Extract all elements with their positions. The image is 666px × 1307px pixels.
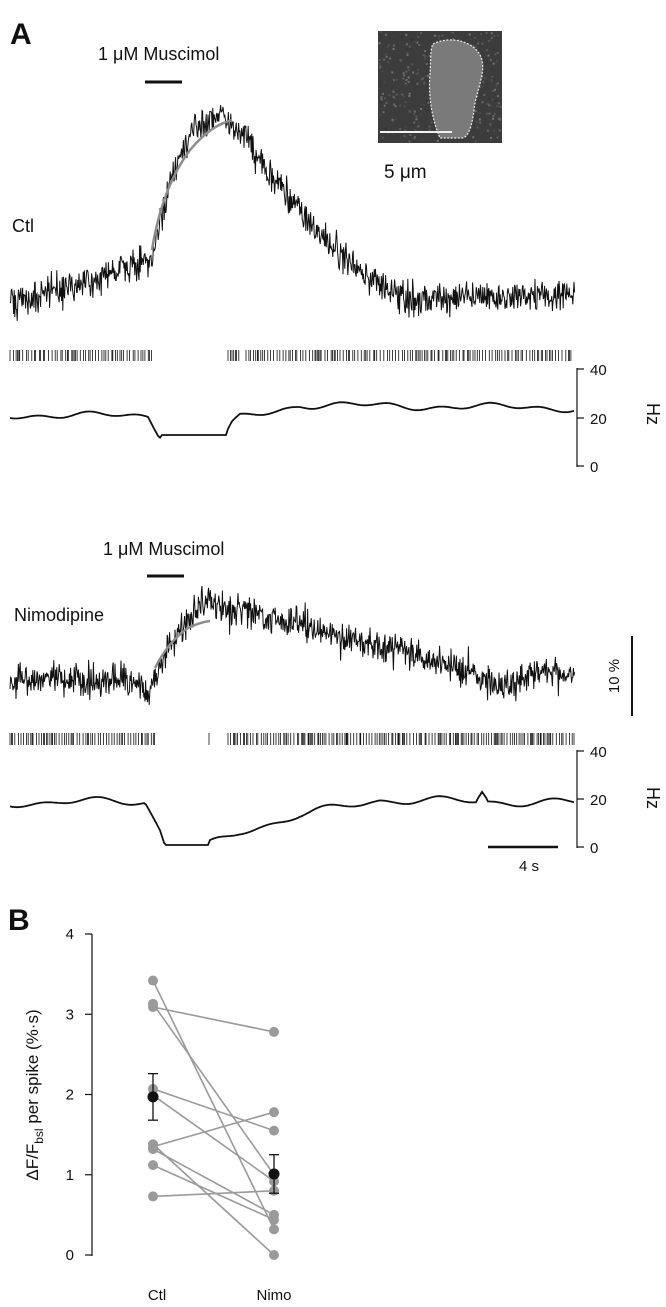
condition-label-ctl: Ctl bbox=[12, 216, 34, 236]
pair-line-6 bbox=[152, 1111, 275, 1148]
fit-curve-ctl bbox=[150, 118, 233, 251]
point-nimo-0 bbox=[269, 1224, 279, 1235]
pair-line-4 bbox=[152, 1094, 275, 1182]
pair-line-8 bbox=[152, 1164, 275, 1221]
hz-axis-nimo bbox=[576, 750, 584, 848]
point-nimo-6 bbox=[269, 1107, 279, 1118]
fluorescence-trace-nimo bbox=[9, 585, 576, 705]
y-axis-label-rest: per spike (%·s) bbox=[23, 1009, 42, 1128]
y-tick-label-3: 3 bbox=[66, 1006, 74, 1023]
rate-path-nimo bbox=[9, 790, 575, 846]
mean-point-ctl bbox=[147, 1091, 159, 1103]
condition-label-nimo: Nimodipine bbox=[14, 605, 104, 625]
pair-line-0 bbox=[152, 980, 275, 1230]
panel-b-y-ticks: 0 1 2 3 4 bbox=[66, 926, 92, 1264]
scale-bar-4s-label: 4 s bbox=[519, 858, 539, 875]
hz-unit-label-nimo: Hz bbox=[643, 787, 663, 809]
x-category-ctl: Ctl bbox=[148, 1287, 166, 1304]
point-ctl-2 bbox=[148, 1002, 158, 1013]
hz-axis-ctl bbox=[576, 368, 584, 467]
mean-point-nimo bbox=[268, 1168, 280, 1180]
point-nimo-5 bbox=[269, 1250, 279, 1260]
point-ctl-8 bbox=[148, 1160, 158, 1171]
raster-ticks-ctl bbox=[9, 350, 572, 361]
point-ctl-7 bbox=[148, 1144, 158, 1155]
y-axis-label-sub: bsl bbox=[32, 1128, 46, 1143]
scale-bar-5um-label: 5 μm bbox=[384, 162, 427, 183]
hz-tick-40-ctl: 40 bbox=[590, 362, 607, 379]
pair-line-7 bbox=[152, 1148, 275, 1216]
pair-line-5 bbox=[152, 1143, 275, 1256]
spike-raster-nimo bbox=[9, 733, 575, 745]
fit-curve-nimo bbox=[153, 619, 211, 669]
y-tick-label-4: 4 bbox=[66, 926, 74, 943]
hz-unit-label-ctl: Hz bbox=[643, 403, 663, 425]
pair-line-9 bbox=[152, 1190, 275, 1198]
hz-tick-20-ctl: 20 bbox=[590, 411, 607, 428]
raster-ticks-nimo bbox=[9, 733, 575, 745]
hz-tick-20-nimo: 20 bbox=[590, 792, 607, 809]
point-nimo-3 bbox=[269, 1125, 279, 1136]
muscimol-label-ctl: 1 μM Muscimol bbox=[98, 44, 219, 64]
rate-path-ctl bbox=[9, 401, 575, 440]
firing-rate-trace-nimo bbox=[9, 790, 575, 846]
point-ctl-0 bbox=[148, 975, 158, 986]
y-tick-label-1: 1 bbox=[66, 1167, 74, 1184]
panel-b-label: B bbox=[8, 904, 30, 937]
y-tick-label-0: 0 bbox=[66, 1247, 74, 1264]
trace-path-nimo bbox=[9, 585, 576, 705]
firing-rate-trace-ctl bbox=[9, 401, 575, 440]
y-tick-label-2: 2 bbox=[66, 1087, 74, 1104]
spike-raster-ctl bbox=[9, 350, 572, 361]
paired-data-points bbox=[147, 975, 280, 1260]
scale-bar-10pct-label: 10 % bbox=[606, 659, 623, 693]
point-nimo-2 bbox=[269, 1026, 279, 1037]
x-category-nimo: Nimo bbox=[256, 1287, 291, 1304]
hz-tick-40-nimo: 40 bbox=[590, 744, 607, 761]
pair-line-1 bbox=[152, 1003, 275, 1176]
panel-b-y-axis-label: ΔF/Fbsl per spike (%·s) bbox=[23, 1009, 46, 1180]
panel-a-label: A bbox=[10, 18, 32, 51]
fluorescence-trace-ctl bbox=[9, 105, 576, 321]
muscimol-label-nimo: 1 μM Muscimol bbox=[103, 539, 224, 559]
point-ctl-9 bbox=[148, 1191, 158, 1202]
pair-line-3 bbox=[152, 1088, 275, 1132]
y-axis-label-main: ΔF/F bbox=[23, 1144, 42, 1181]
trace-path-ctl bbox=[9, 105, 576, 321]
point-nimo-8 bbox=[269, 1214, 279, 1225]
pair-line-2 bbox=[152, 1006, 275, 1033]
hz-tick-0-ctl: 0 bbox=[590, 459, 598, 476]
hz-tick-0-nimo: 0 bbox=[590, 840, 598, 857]
cell-image-inset bbox=[378, 31, 502, 143]
